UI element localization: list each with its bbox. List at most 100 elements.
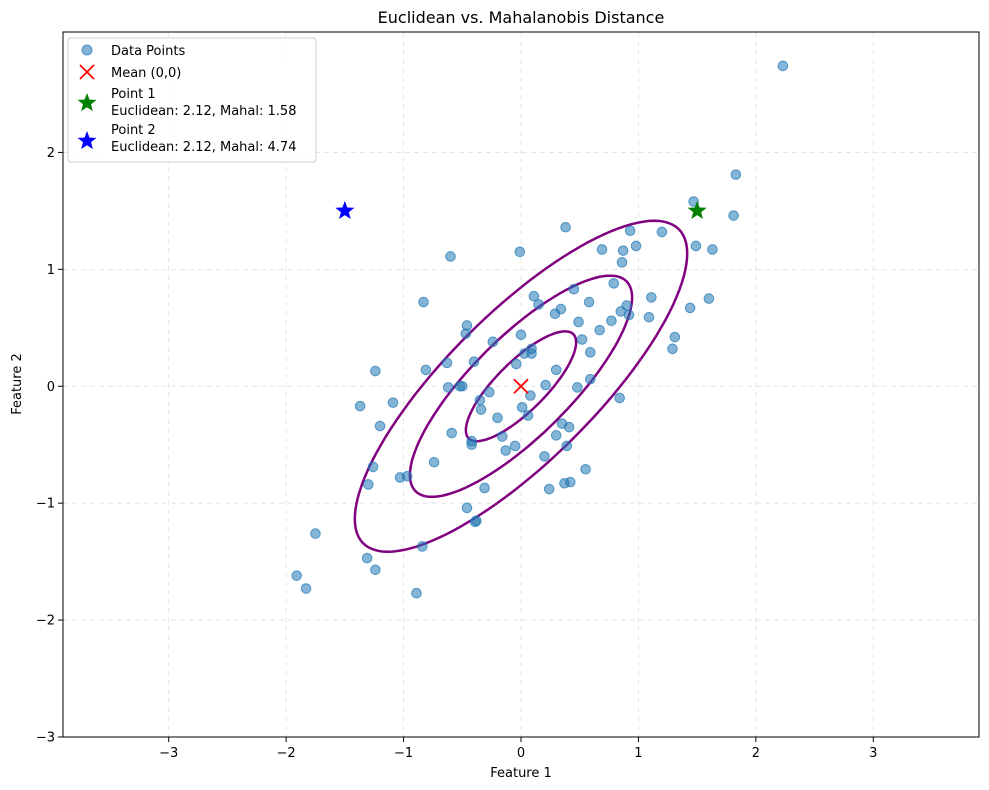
data-point [561, 440, 573, 452]
data-point [584, 373, 596, 385]
y-tick-label: 0 [47, 380, 55, 395]
axis-ticks: −3 −2 −1 0 1 2 3 −3 −2 −1 0 1 2 [36, 146, 878, 761]
y-tick-label: 2 [47, 146, 55, 161]
data-point [496, 431, 508, 442]
mean-marker [513, 378, 529, 394]
data-point [367, 461, 379, 473]
data-point [516, 401, 528, 413]
data-point [608, 278, 620, 289]
data-point [623, 309, 635, 321]
special-markers [335, 200, 707, 394]
data-point [669, 331, 681, 343]
x-tick-label: −1 [394, 746, 413, 761]
y-tick-label: 1 [47, 263, 55, 278]
point-2-star [335, 200, 355, 219]
data-point [361, 552, 373, 564]
data-point [468, 356, 480, 368]
x-axis-label: Feature 1 [490, 766, 552, 781]
legend-mean-marker [79, 64, 95, 80]
data-point [594, 324, 605, 336]
data-point [310, 528, 321, 539]
data-point [572, 382, 583, 393]
data-point [460, 328, 472, 339]
data-point [441, 357, 453, 369]
data-point [543, 483, 555, 495]
data-point [514, 246, 526, 258]
legend-point-2-marker [77, 131, 97, 150]
data-point [707, 244, 718, 255]
data-point [374, 420, 386, 432]
data-point [445, 251, 456, 262]
chart-title: Euclidean vs. Mahalanobis Distance [378, 8, 665, 27]
data-point [418, 296, 429, 308]
data-point [411, 587, 422, 599]
data-point [466, 439, 477, 451]
data-point [690, 240, 702, 252]
data-point [560, 221, 571, 233]
data-point [526, 348, 537, 359]
data-point [576, 334, 588, 345]
data-point [728, 210, 739, 221]
data-points [291, 60, 789, 599]
x-tick-label: −2 [277, 746, 296, 761]
legend-data-points-label: Data Points [111, 44, 185, 59]
data-point [509, 440, 521, 452]
y-tick-label: −3 [36, 731, 55, 746]
data-point [370, 365, 381, 377]
data-point [363, 479, 374, 490]
data-point [624, 225, 636, 237]
data-point [688, 196, 699, 207]
data-point [583, 296, 595, 308]
data-point [428, 456, 440, 468]
data-point [646, 292, 657, 303]
data-point [616, 257, 628, 268]
data-point [469, 516, 481, 528]
data-point [483, 386, 495, 398]
legend-point-1-marker [77, 93, 97, 112]
data-point [656, 226, 668, 238]
legend-point-2-detail: Euclidean: 2.12, Mahal: 4.74 [111, 140, 296, 155]
point-1-star [687, 200, 707, 219]
data-point [563, 421, 575, 433]
legend-data-points-marker [81, 44, 93, 56]
data-point [479, 482, 490, 494]
x-tick-label: 0 [517, 746, 525, 761]
data-point [442, 382, 454, 393]
data-point [475, 404, 487, 415]
legend-box [67, 37, 317, 163]
data-point [606, 315, 617, 327]
y-tick-label: −2 [36, 614, 55, 629]
data-point [500, 445, 512, 456]
data-point [533, 299, 544, 310]
data-point [630, 240, 642, 252]
data-point [420, 364, 432, 376]
data-point [370, 564, 381, 576]
data-point [387, 397, 399, 408]
data-point [461, 502, 473, 514]
data-point [492, 412, 503, 424]
data-point [300, 583, 312, 594]
data-point [568, 283, 580, 295]
data-point [515, 329, 527, 341]
x-tick-label: 3 [869, 746, 877, 761]
data-point [643, 311, 655, 323]
data-point [511, 358, 522, 370]
data-point [614, 392, 625, 404]
data-point [528, 290, 540, 302]
data-point [354, 400, 366, 412]
legend-point-2-label: Point 2 [111, 123, 156, 138]
data-point [667, 343, 678, 355]
data-point [549, 308, 561, 320]
data-point [730, 169, 742, 180]
legend-point-1-label: Point 1 [111, 87, 156, 102]
data-point [777, 60, 789, 72]
data-point [565, 476, 576, 488]
data-point [474, 394, 486, 406]
data-point [617, 245, 629, 256]
mahalanobis-ellipse-3 [353, 219, 689, 553]
data-point [703, 293, 715, 304]
y-axis-label: Feature 2 [10, 353, 25, 415]
data-point [522, 410, 534, 421]
y-tick-label: −1 [36, 497, 55, 512]
